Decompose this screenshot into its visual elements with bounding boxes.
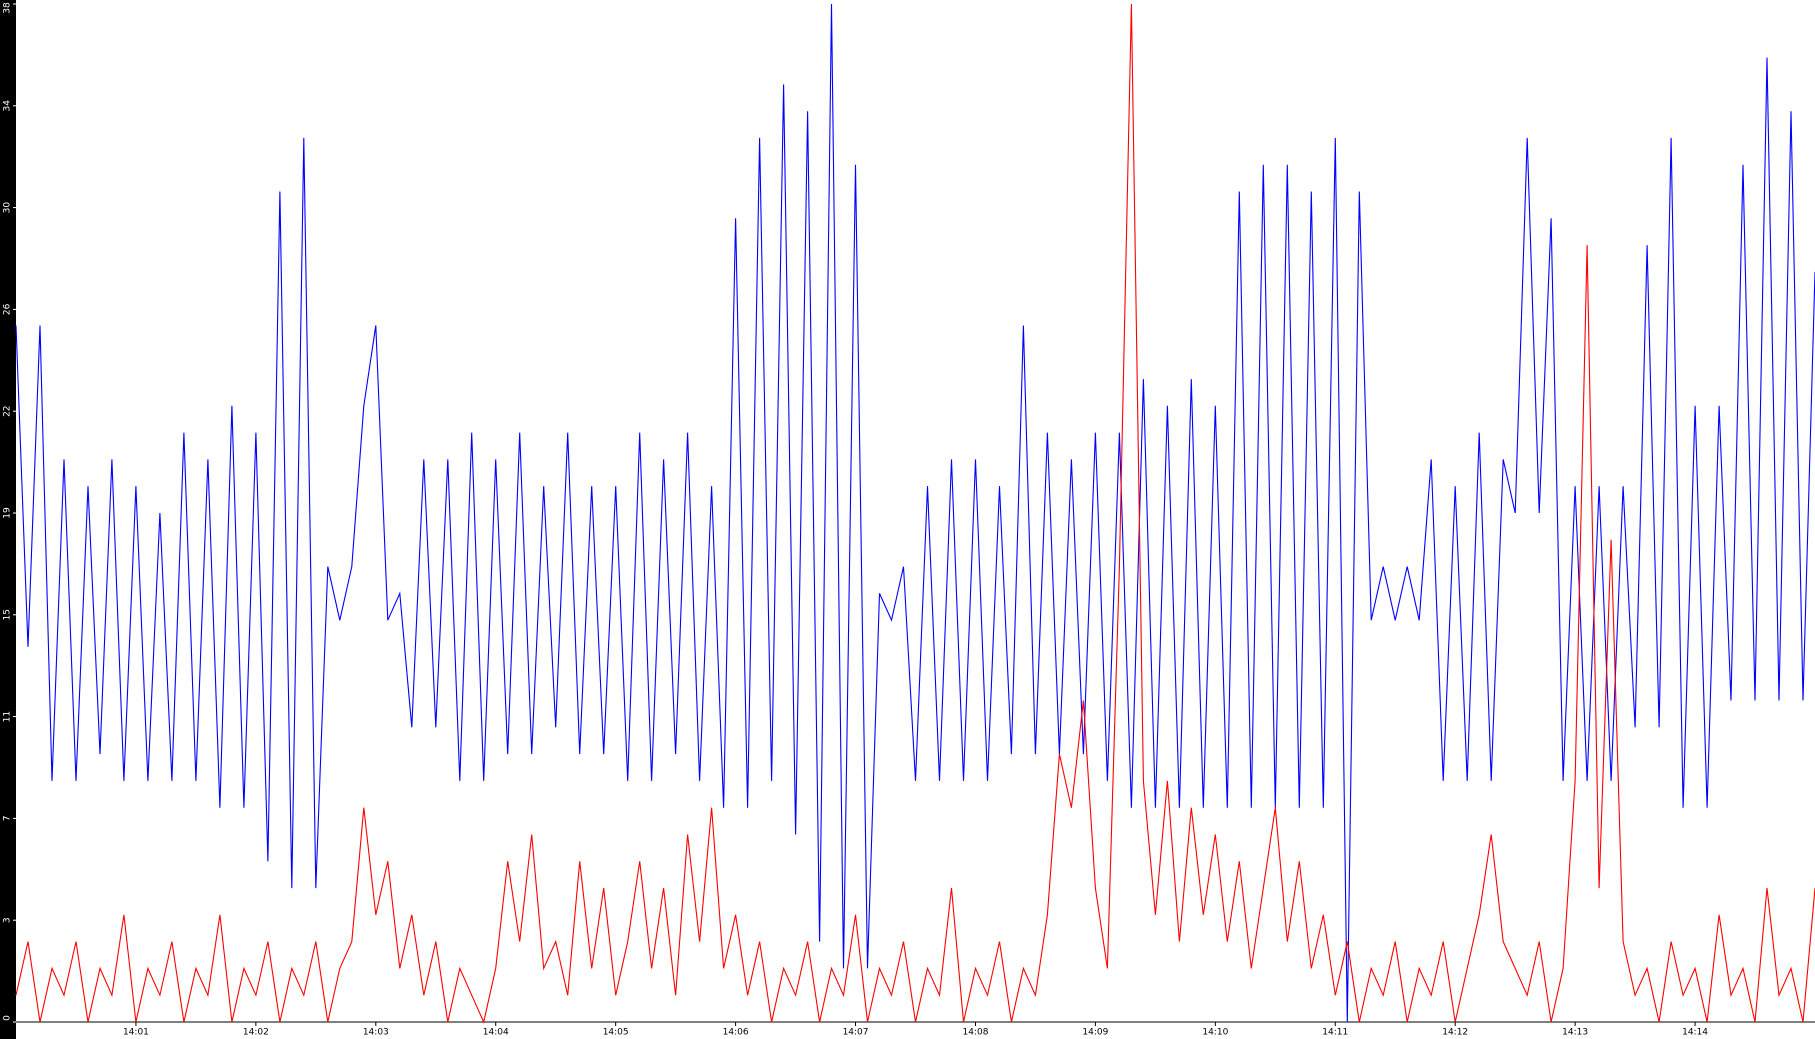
x-tick-label: 14:09 <box>1082 1028 1108 1038</box>
axes: 0 3 7 11 15 19 22 26 30 34 38 14:01 14:02 14:03 14:04 1… <box>3 2 1709 1037</box>
x-tick-label: 14:10 <box>1202 1028 1228 1038</box>
plot-area <box>15 3 1815 1024</box>
x-tick-label: 14:11 <box>1322 1028 1348 1038</box>
x-tick-label: 14:05 <box>603 1028 629 1038</box>
y-tick-label: 15 <box>3 609 13 620</box>
y-tick-label: 38 <box>3 2 13 14</box>
series-line <box>15 3 1815 1023</box>
y-tick-label: 19 <box>3 507 13 519</box>
series-line <box>15 3 1815 1024</box>
x-tick-label: 14:03 <box>363 1028 389 1038</box>
x-tick-label: 14:13 <box>1562 1028 1588 1038</box>
x-tick-label: 14:14 <box>1682 1028 1708 1038</box>
y-tick-label: 3 <box>3 917 13 923</box>
y-tick-label: 22 <box>3 405 13 416</box>
x-tick-label: 14:04 <box>483 1028 509 1038</box>
y-axis-strip <box>0 0 16 1039</box>
x-tick-label: 14:12 <box>1442 1028 1468 1038</box>
x-tick-label: 14:08 <box>962 1028 988 1038</box>
y-tick-label: 7 <box>3 816 13 822</box>
y-tick-label: 11 <box>3 711 13 722</box>
x-tick-label: 14:06 <box>723 1028 749 1038</box>
y-tick-label: 0 <box>3 1015 13 1021</box>
x-tick-label: 14:07 <box>843 1028 869 1038</box>
y-tick-label: 26 <box>3 303 13 315</box>
y-tick-label: 30 <box>3 202 13 214</box>
y-tick-label: 34 <box>3 100 13 112</box>
x-tick-label: 14:01 <box>123 1028 149 1038</box>
x-tick-label: 14:02 <box>243 1028 269 1038</box>
